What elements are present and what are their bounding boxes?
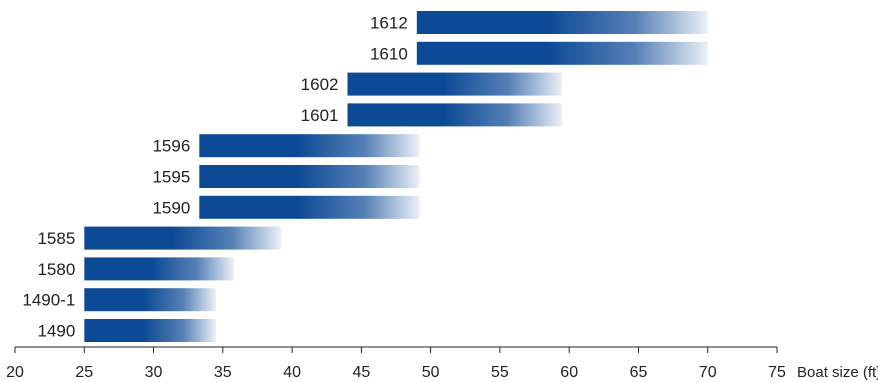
x-tick-label-50: 50 [422, 364, 440, 381]
bar-1602 [347, 72, 563, 96]
x-axis: 20 25 30 35 40 45 50 55 60 65 70 75 [6, 346, 786, 381]
x-tick-label-45: 45 [353, 364, 371, 381]
x-tick-label-30: 30 [145, 364, 163, 381]
x-tick-label-25: 25 [75, 364, 93, 381]
bar-1610 [416, 41, 708, 65]
bars-group: 1612 1610 1602 1601 1596 1595 1590 1585 1580 1490… [22, 11, 708, 342]
bar-label-1580: 1580 [37, 260, 75, 279]
bar-label-1612: 1612 [370, 14, 408, 33]
bar-1612 [416, 11, 708, 34]
x-tick-label-75: 75 [768, 364, 786, 381]
bar-label-1602: 1602 [301, 75, 339, 94]
bar-label-1490-1: 1490-1 [22, 291, 75, 310]
bar-label-1590: 1590 [152, 198, 190, 217]
bar-1490 [84, 319, 216, 342]
bar-1601 [347, 103, 563, 127]
bar-1590 [199, 195, 420, 219]
bar-label-1585: 1585 [37, 229, 75, 248]
x-axis-title: Boat size (ft) [797, 364, 878, 381]
bar-1596 [199, 134, 420, 158]
bar-label-1595: 1595 [152, 168, 190, 187]
x-tick-label-20: 20 [6, 364, 24, 381]
x-tick-label-55: 55 [491, 364, 509, 381]
bar-1585 [84, 226, 281, 250]
bar-1490-1 [84, 288, 216, 312]
bar-label-1601: 1601 [301, 106, 339, 125]
x-tick-label-40: 40 [283, 364, 301, 381]
bar-label-1610: 1610 [370, 44, 408, 63]
x-tick-label-35: 35 [214, 364, 232, 381]
bar-label-1596: 1596 [152, 137, 190, 156]
x-tick-label-70: 70 [699, 364, 717, 381]
bar-1580 [84, 257, 234, 281]
bar-1595 [199, 165, 420, 188]
bar-label-1490: 1490 [37, 322, 75, 341]
x-tick-label-60: 60 [560, 364, 578, 381]
x-tick-label-65: 65 [630, 364, 648, 381]
